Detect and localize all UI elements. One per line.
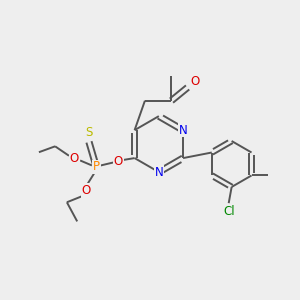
Text: N: N (154, 166, 163, 178)
Text: N: N (179, 124, 188, 136)
Text: P: P (93, 160, 100, 173)
Text: O: O (114, 154, 123, 167)
Text: O: O (81, 184, 91, 197)
Text: O: O (70, 152, 79, 165)
Text: S: S (85, 126, 93, 139)
Text: Cl: Cl (223, 205, 235, 218)
Text: O: O (190, 75, 200, 88)
